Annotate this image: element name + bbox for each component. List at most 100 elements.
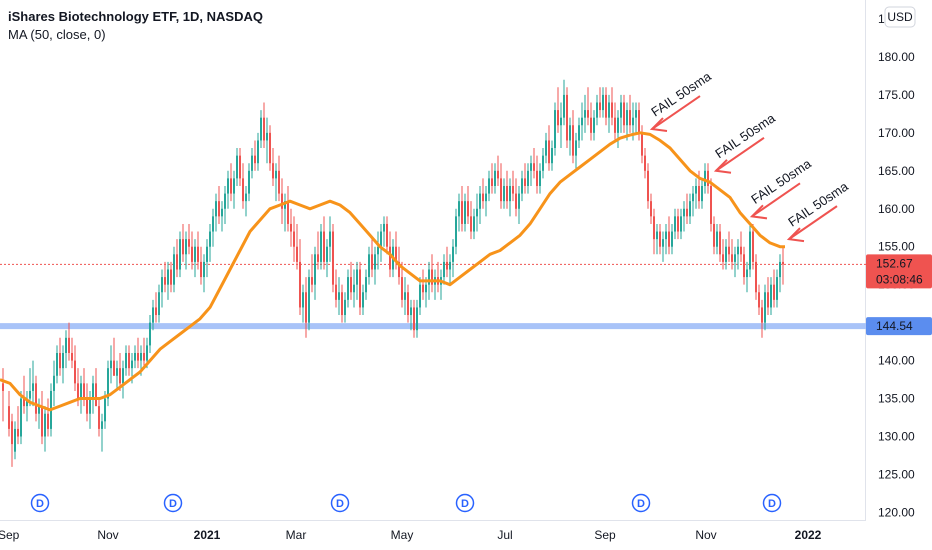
candle[interactable] [116,360,118,391]
candle[interactable] [161,269,163,308]
candle[interactable] [293,216,295,262]
candle[interactable] [689,193,691,224]
candle[interactable] [152,299,154,331]
candle[interactable] [776,269,778,308]
candle[interactable] [197,231,199,270]
candle[interactable] [281,178,283,224]
candle[interactable] [572,110,574,164]
candle[interactable] [53,360,55,407]
candle[interactable] [782,246,784,285]
candle[interactable] [308,269,310,331]
candle[interactable] [155,292,157,323]
candle[interactable] [737,239,739,270]
candle[interactable] [620,94,622,133]
candle[interactable] [641,125,643,164]
candle[interactable] [527,163,529,194]
candle[interactable] [725,239,727,270]
candle[interactable] [671,223,673,255]
candle[interactable] [122,360,124,399]
fail-50sma-annotation[interactable]: FAIL 50sma [648,68,714,133]
candlestick-series[interactable] [2,79,784,467]
candle[interactable] [2,368,4,422]
candle[interactable] [614,102,616,141]
candle[interactable] [92,375,94,414]
candle[interactable] [290,208,292,247]
dividend-marker[interactable]: D [163,493,183,513]
candle[interactable] [383,216,385,247]
candle[interactable] [14,421,16,460]
candle[interactable] [749,223,751,278]
candle[interactable] [149,315,151,353]
candle[interactable] [509,178,511,217]
candle[interactable] [554,102,556,156]
candle[interactable] [101,413,103,452]
candle[interactable] [629,94,631,133]
candle[interactable] [275,163,277,202]
candle[interactable] [446,246,448,278]
candle[interactable] [83,368,85,407]
candle[interactable] [410,299,412,331]
candle[interactable] [200,246,202,285]
candle[interactable] [182,223,184,262]
candle[interactable] [623,94,625,133]
candle[interactable] [230,163,232,202]
candle[interactable] [524,163,526,194]
candle[interactable] [236,148,238,186]
candle[interactable] [317,231,319,270]
candle[interactable] [278,155,280,202]
candle[interactable] [86,383,88,422]
candle[interactable] [746,261,748,293]
candle[interactable] [662,231,664,262]
candle[interactable] [779,254,781,293]
candle[interactable] [23,375,25,414]
candle[interactable] [467,185,469,224]
candle[interactable] [26,390,28,422]
candle[interactable] [470,201,472,240]
candle[interactable] [374,246,376,285]
candle[interactable] [500,163,502,209]
candle[interactable] [320,223,322,270]
candle[interactable] [575,132,577,171]
candle[interactable] [542,148,544,179]
candle[interactable] [485,185,487,217]
candle[interactable] [332,223,334,293]
candle[interactable] [20,390,22,445]
candle[interactable] [605,87,607,126]
candle[interactable] [740,231,742,262]
candle[interactable] [80,375,82,414]
candle[interactable] [359,261,361,316]
candle[interactable] [707,163,709,194]
candle[interactable] [386,216,388,255]
candle[interactable] [44,406,46,452]
candle[interactable] [638,102,640,141]
candle[interactable] [479,185,481,224]
dividend-marker[interactable]: D [455,493,475,513]
candle[interactable] [596,94,598,126]
candle[interactable] [89,390,91,429]
candle[interactable] [203,254,205,293]
candle[interactable] [212,208,214,247]
candle[interactable] [233,170,235,209]
candle[interactable] [476,193,478,232]
candle[interactable] [557,87,559,133]
indicator-legend[interactable]: MA (50, close, 0) [8,27,106,42]
candle[interactable] [251,148,253,179]
candle[interactable] [227,170,229,209]
ma-50-line[interactable] [0,131,785,412]
candle[interactable] [143,337,145,369]
candle[interactable] [677,208,679,240]
candle[interactable] [347,269,349,308]
candle[interactable] [314,246,316,300]
candle[interactable] [716,223,718,255]
candle[interactable] [341,284,343,323]
candle[interactable] [515,178,517,217]
candle[interactable] [404,277,406,316]
candle[interactable] [170,261,172,293]
candle[interactable] [473,208,475,240]
candle[interactable] [743,246,745,285]
candle[interactable] [62,345,64,384]
candle[interactable] [134,345,136,369]
dividend-marker[interactable]: D [631,493,651,513]
